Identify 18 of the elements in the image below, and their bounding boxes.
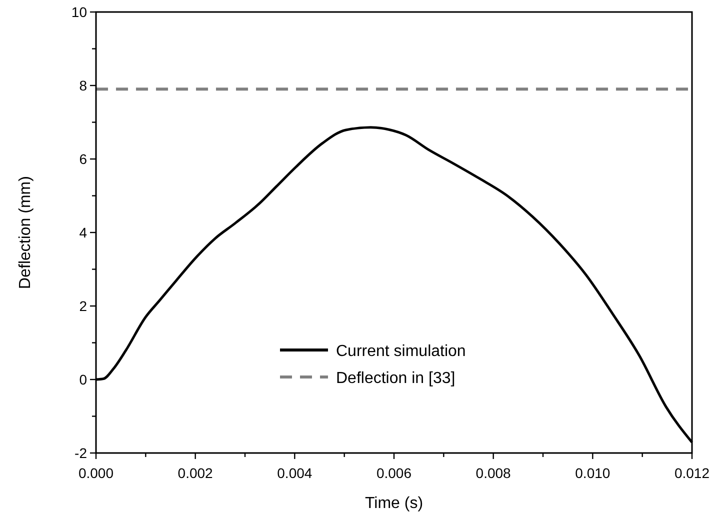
y-axis-title: Deflection (mm) [17,176,34,289]
legend-label: Current simulation [336,343,466,360]
x-tick-label: 0.004 [277,465,312,481]
x-tick-label: 0.000 [78,465,114,481]
y-tick-label: 2 [79,298,88,314]
legend-label: Deflection in [33] [336,370,456,387]
y-tick-label: 10 [71,4,88,20]
y-tick-label: 6 [79,151,88,167]
y-tick-label: 0 [79,372,88,388]
x-tick-label: 0.008 [476,465,512,481]
y-tick-label: -2 [74,445,88,461]
y-tick-label: 8 [79,78,88,94]
x-axis-title: Time (s) [364,495,424,512]
x-tick-label: 0.010 [575,465,610,481]
x-tick-label: 0.012 [674,465,710,481]
x-tick-label: 0.006 [376,465,412,481]
y-tick-label: 4 [79,224,88,240]
x-tick-label: 0.002 [178,465,214,481]
